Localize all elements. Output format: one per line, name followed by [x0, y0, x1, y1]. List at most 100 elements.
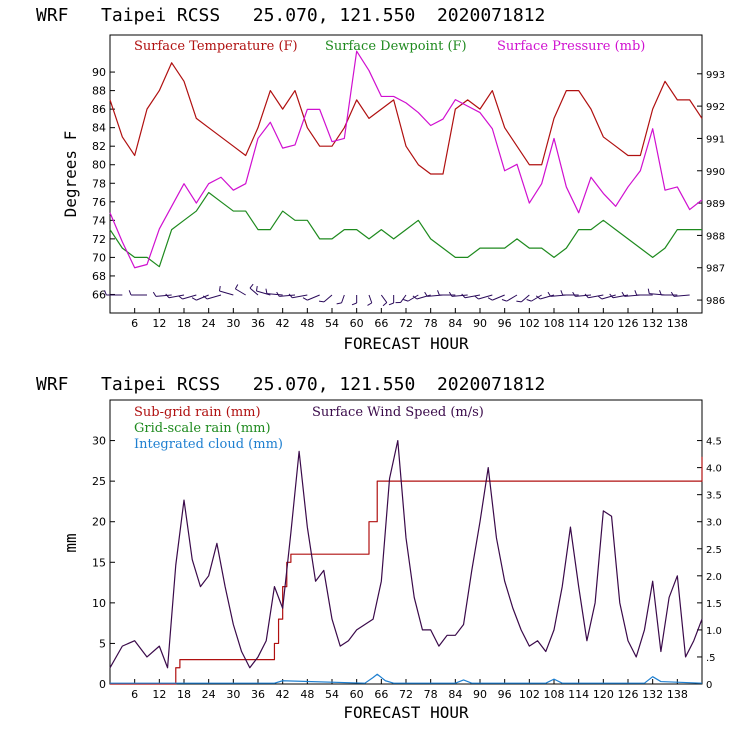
wind-barb [256, 290, 271, 296]
x-tick-label: 36 [251, 688, 265, 701]
x-tick-label: 60 [350, 317, 364, 330]
wind-barb-feather [526, 299, 532, 302]
wind-barb [601, 294, 616, 300]
wind-barb-feather [265, 288, 268, 294]
wind-barb [451, 294, 468, 297]
wind-barb [407, 294, 419, 302]
y2-tick-label: .5 [706, 653, 716, 664]
wind-barb-feather [412, 295, 418, 300]
x-tick-label: 84 [448, 688, 462, 701]
y2-tick-label: 3.5 [706, 491, 722, 502]
wind-barb-feather [621, 291, 626, 297]
legend-surface-pressure: Surface Pressure (mb) [497, 39, 645, 54]
sub-grid-rain-mm-line [110, 456, 703, 685]
y2-tick-label: 1.0 [706, 626, 722, 637]
panel1-ticks: 6 12 18 24 30 36 42 48 54 60 66 72 78 84 90 96 102 108 114… [92, 66, 725, 330]
y2-tick-label: 989 [706, 199, 725, 210]
legend-surface-wind-speed: Surface Wind Speed (m/s) [312, 405, 484, 420]
wind-barb-feather [302, 297, 308, 301]
x-tick-label: 42 [276, 688, 290, 701]
x-tick-label: 102 [519, 317, 540, 330]
x-tick-label: 72 [399, 317, 413, 330]
wind-barb-feather [202, 295, 208, 300]
wind-barb-feather [351, 302, 357, 306]
panel1-frame [109, 34, 703, 314]
panel1-series [109, 50, 703, 269]
wind-barb-feather [560, 290, 564, 296]
y2-tick-label: 4.5 [706, 437, 722, 448]
y2-tick-label: 4.0 [706, 464, 722, 475]
wind-barbs [104, 283, 690, 307]
wind-barb-feather [165, 293, 170, 299]
wind-barb [279, 294, 296, 297]
x-tick-label: 12 [152, 317, 166, 330]
wind-barb [540, 294, 555, 300]
wind-barb-feather [535, 295, 541, 300]
wind-barb-feather [191, 297, 197, 301]
wind-barb-feather [516, 300, 522, 303]
panel1-title: WRF Taipei RCSS 25.070, 121.550 20200718… [36, 5, 545, 26]
x-tick-label: 84 [448, 317, 462, 330]
y-tick-label: 25 [92, 475, 106, 488]
x-tick-label: 132 [642, 317, 663, 330]
wind-barb [531, 294, 542, 302]
wind-barb-feather [547, 291, 552, 297]
wind-barb-feather [670, 291, 675, 297]
x-tick-label: 126 [618, 688, 639, 701]
x-tick-label: 48 [300, 688, 314, 701]
wind-barb-feather [461, 293, 466, 299]
wind-barb-feather [474, 295, 479, 300]
panel2-title: WRF Taipei RCSS 25.070, 121.550 20200718… [36, 374, 545, 395]
wind-barb [673, 294, 690, 297]
legend-integrated-cloud: Integrated cloud (mm) [134, 437, 283, 452]
wind-barb-feather [424, 291, 428, 297]
y-tick-label: 84 [92, 122, 106, 135]
x-tick-label: 18 [177, 317, 191, 330]
wind-barb [368, 294, 373, 304]
y-tick-label: 0 [99, 678, 106, 691]
wind-barb [380, 294, 388, 303]
wind-barb [323, 294, 333, 303]
wind-barb-feather [437, 290, 440, 296]
wind-barb-feather [487, 297, 493, 301]
x-tick-label: 120 [593, 317, 614, 330]
wind-barb-feather [318, 300, 325, 303]
y-tick-label: 66 [92, 288, 106, 301]
x-tick-label: 114 [568, 688, 589, 701]
wind-barb [182, 294, 197, 300]
wind-barb-feather [572, 291, 576, 297]
precip-wind-panel: WRF Taipei RCSS 25.070, 121.550 20200718… [36, 374, 722, 722]
wind-barb [266, 293, 283, 296]
x-tick-label: 42 [276, 317, 290, 330]
x-tick-label: 30 [226, 688, 240, 701]
wind-barb-feather [388, 302, 394, 306]
y-tick-label: 80 [92, 159, 106, 172]
panel2-xlabel: FORECAST HOUR [343, 703, 469, 722]
x-tick-label: 138 [667, 317, 688, 330]
x-tick-label: 78 [424, 317, 438, 330]
y-tick-label: 78 [92, 177, 106, 190]
surface-wind-speed-m-s-line [109, 439, 703, 669]
x-tick-label: 36 [251, 317, 265, 330]
y2-tick-label: 992 [706, 102, 725, 113]
wind-barb-feather [647, 288, 650, 294]
wind-barb-feather [234, 284, 239, 290]
y2-tick-label: 993 [706, 70, 725, 81]
x-tick-label: 96 [498, 317, 512, 330]
x-tick-label: 54 [325, 317, 339, 330]
x-tick-label: 12 [152, 688, 166, 701]
wind-barb [400, 294, 407, 303]
x-tick-label: 18 [177, 688, 191, 701]
x-tick-label: 126 [618, 317, 639, 330]
y2-tick-label: 0 [706, 680, 712, 691]
y-tick-label: 5 [99, 637, 106, 650]
x-tick-label: 90 [473, 317, 487, 330]
panel1-ylabel: Degrees F [61, 131, 80, 218]
wind-barb-feather [249, 283, 254, 289]
y-tick-label: 30 [92, 435, 106, 448]
wind-barb [168, 294, 185, 299]
x-tick-label: 132 [642, 688, 663, 701]
wind-barb-feather [218, 285, 221, 292]
legend-surface-dewpoint: Surface Dewpoint (F) [325, 39, 467, 54]
y-tick-label: 82 [92, 140, 106, 153]
